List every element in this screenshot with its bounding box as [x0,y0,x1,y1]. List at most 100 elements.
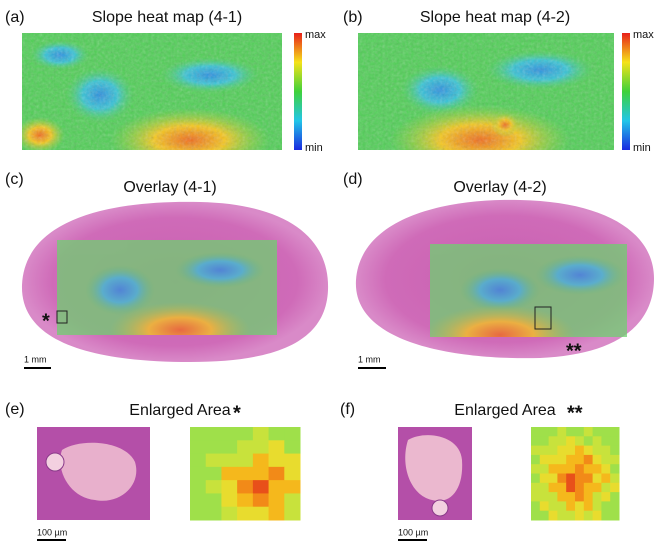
heatmap-cell [269,440,285,454]
heatmap-cell [237,493,253,507]
heatmap-cell [610,427,619,437]
heatmap-cell [549,464,558,474]
heatmap-cell [566,427,575,437]
heatmap-cell [593,492,602,502]
heatmap-cell [531,474,540,484]
heatmap-cell [237,427,253,441]
heatmap-cell [206,493,222,507]
heatmap-cell [253,454,269,468]
colorbar [294,33,302,150]
heatmap-cell [575,501,584,511]
heatmap-cell [237,467,253,481]
heatmap-cell [190,507,206,521]
heatmap-cell [601,483,610,493]
colorbar-max: max [305,29,326,41]
heatmap-cell [610,436,619,446]
region-marker: ** [566,340,582,362]
heatmap-cell [566,501,575,511]
heatmap-cell [190,454,206,468]
heatmap-cell [284,480,300,494]
heatmap-cell [601,511,610,521]
colorbar-min: min [305,142,323,154]
heatmap-cell [284,507,300,521]
panel-title: Slope heat map (4-1) [92,9,242,26]
heatmap-cell [531,483,540,493]
heatmap-cell [584,492,593,502]
heatmap-cell [540,511,549,521]
heatmap-cell [566,464,575,474]
heatmap-cell [584,483,593,493]
heatmap-cell [610,501,619,511]
heatmap-cell [593,511,602,521]
title-marker: * [233,402,241,424]
heatmap-cell [557,446,566,456]
heatmap-cell [540,501,549,511]
heatmap-cell [610,464,619,474]
heatmap-cell [531,436,540,446]
heatmap-cell [549,483,558,493]
heatmap-cell [557,511,566,521]
panel-title: Enlarged Area [454,402,556,419]
heatmap-cell [221,427,237,441]
heatmap-cell [601,474,610,484]
heatmap-cell [531,501,540,511]
heatmap-cell [593,501,602,511]
heatmap-cell [557,436,566,446]
heatmap-cell [284,454,300,468]
heatmap-cell [549,474,558,484]
colorbar [622,33,630,150]
heatmap-cell [190,427,206,441]
heatmap-cell [190,480,206,494]
heatmap-cell [253,467,269,481]
panel-label: (e) [5,401,25,418]
colorbar-max: max [633,29,654,41]
heatmap-cell [566,474,575,484]
heatmap-cell [253,507,269,521]
heatmap-cell [190,467,206,481]
heatmap-cell [610,492,619,502]
panel-label: (c) [5,171,24,188]
heatmap-cell [575,474,584,484]
heatmap-cell [593,446,602,456]
heatmap-cell [549,492,558,502]
heatmap-cell [531,511,540,521]
heatmap-cell [269,507,285,521]
enlarged-heatmap [190,427,301,521]
heatmap-cell [557,474,566,484]
heatmap-cell [610,511,619,521]
panel-label: (f) [340,401,355,418]
heatmap-cell [575,511,584,521]
heatmap-cell [540,446,549,456]
heatmap-cell [190,440,206,454]
heatmap-cell [584,427,593,437]
heatmap-cell [584,436,593,446]
heatmap-cell [284,467,300,481]
heatmap-cell [557,427,566,437]
heatmap-cell [284,493,300,507]
heatmap-cell [575,492,584,502]
heatmap-cell [237,440,253,454]
heatmap-cell [566,446,575,456]
panel-title: Enlarged Area [129,402,231,419]
heatmap-cell [190,493,206,507]
heatmap-cell [269,427,285,441]
heatmap-cell [601,446,610,456]
heatmap-cell [237,507,253,521]
heatmap-cell [540,464,549,474]
heatmap-cell [540,474,549,484]
heatmap-cell [540,492,549,502]
heatmap-cell [601,436,610,446]
heatmap-cell [610,483,619,493]
heatmap-cell [610,474,619,484]
heatmap-cell [206,467,222,481]
heatmap-cell [584,474,593,484]
scale-bar-label: 100 µm [398,527,428,537]
heatmap-cell [269,493,285,507]
heatmap-cell [221,467,237,481]
heatmap-cell [566,455,575,465]
heatmap-cell [221,454,237,468]
heatmap-cell [206,454,222,468]
heatmap-cell [206,507,222,521]
heatmap-cell [284,440,300,454]
heatmap-cell [601,464,610,474]
